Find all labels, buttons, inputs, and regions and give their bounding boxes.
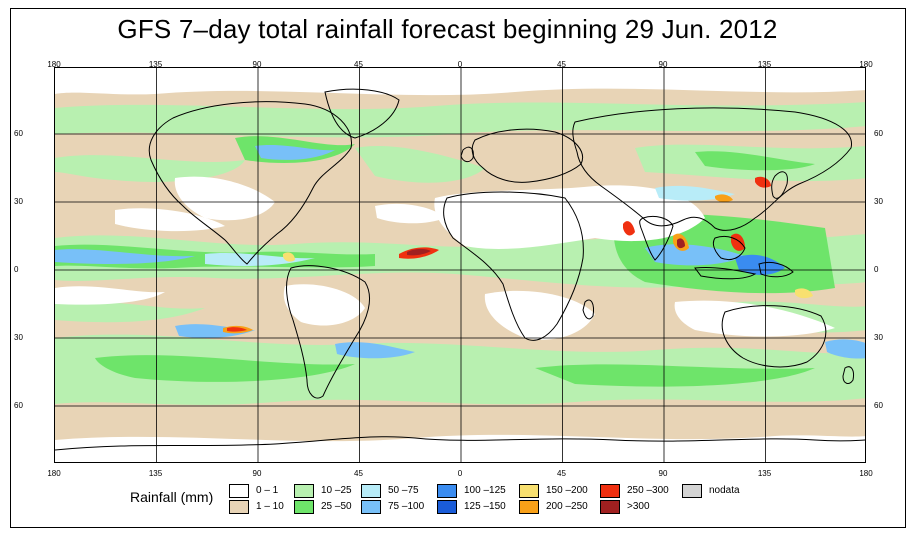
lon-tick-top-0: 180 bbox=[47, 60, 61, 69]
lat-tick-left-60n: 60 bbox=[14, 129, 23, 138]
legend-swatch-75-100 bbox=[361, 500, 381, 514]
legend-swatch-250-300 bbox=[600, 484, 620, 498]
lon-tick-bottom-7: 135 bbox=[757, 469, 772, 478]
lat-tick-right-60n: 60 bbox=[874, 129, 883, 138]
legend-swatch-nodata bbox=[682, 484, 702, 498]
lat-tick-left-30n: 30 bbox=[14, 197, 23, 206]
lon-tick-top-5: 45 bbox=[557, 60, 566, 69]
graticule bbox=[55, 68, 865, 462]
legend-swatch-10-25 bbox=[294, 484, 314, 498]
legend-label-75-100: 75 –100 bbox=[388, 501, 425, 512]
legend-title: Rainfall (mm) bbox=[130, 489, 214, 505]
legend-swatch-1-10 bbox=[229, 500, 249, 514]
lon-tick-top-8: 180 bbox=[859, 60, 873, 69]
rain-150-plus-areas bbox=[223, 176, 813, 334]
lon-tick-bottom-1: 135 bbox=[148, 469, 163, 478]
lat-tick-right-30s: 30 bbox=[874, 333, 883, 342]
rainfall-map-svg bbox=[55, 68, 865, 462]
rain-50-150-areas bbox=[55, 145, 865, 359]
lat-tick-right-30n: 30 bbox=[874, 197, 883, 206]
lat-tick-left-0: 0 bbox=[14, 265, 19, 274]
legend-label-10-25: 10 –25 bbox=[321, 485, 352, 496]
lon-tick-bottom-3: 45 bbox=[354, 469, 363, 478]
lon-tick-bottom-0: 180 bbox=[47, 469, 61, 478]
legend-label-250-300: 250 –300 bbox=[627, 485, 669, 496]
legend-label-150-200: 150 –200 bbox=[546, 485, 588, 496]
legend-swatch-100-125 bbox=[437, 484, 457, 498]
lat-tick-right-60s: 60 bbox=[874, 401, 883, 410]
legend-label-1-10: 1 – 10 bbox=[256, 501, 284, 512]
lon-tick-bottom-8: 180 bbox=[859, 469, 873, 478]
lon-tick-bottom-6: 90 bbox=[658, 469, 668, 478]
lon-tick-top-3: 45 bbox=[354, 60, 363, 69]
legend-label-50-75: 50 –75 bbox=[388, 485, 419, 496]
lon-tick-top-4: 0 bbox=[457, 60, 463, 69]
lat-tick-left-30s: 30 bbox=[14, 333, 23, 342]
rain-0-1-areas bbox=[55, 68, 865, 462]
legend-label-125-150: 125 –150 bbox=[464, 501, 506, 512]
legend-label-100-125: 100 –125 bbox=[464, 485, 506, 496]
lon-tick-bottom-2: 90 bbox=[252, 469, 262, 478]
lon-tick-bottom-4: 0 bbox=[457, 469, 463, 478]
lon-tick-top-1: 135 bbox=[148, 60, 163, 69]
legend-label-nodata: nodata bbox=[709, 485, 740, 496]
rainfall-map[interactable] bbox=[54, 67, 866, 463]
legend-label-over-300: >300 bbox=[627, 501, 650, 512]
legend-label-25-50: 25 –50 bbox=[321, 501, 352, 512]
lon-tick-top-7: 135 bbox=[757, 60, 772, 69]
legend-swatch-200-250 bbox=[519, 500, 539, 514]
map-title: GFS 7–day total rainfall forecast beginn… bbox=[117, 14, 778, 44]
legend-swatch-over-300 bbox=[600, 500, 620, 514]
rain-10-50-areas bbox=[55, 102, 865, 405]
legend-swatch-25-50 bbox=[294, 500, 314, 514]
legend-swatch-0-1 bbox=[229, 484, 249, 498]
legend-swatch-50-75 bbox=[361, 484, 381, 498]
figure-frame bbox=[10, 8, 906, 528]
lon-tick-top-6: 90 bbox=[658, 60, 668, 69]
lon-tick-bottom-5: 45 bbox=[557, 469, 566, 478]
legend-swatch-125-150 bbox=[437, 500, 457, 514]
lon-tick-top-2: 90 bbox=[252, 60, 262, 69]
lat-tick-right-0: 0 bbox=[874, 265, 879, 274]
legend-label-0-1: 0 – 1 bbox=[256, 485, 279, 496]
lat-tick-left-60s: 60 bbox=[14, 401, 23, 410]
legend-swatch-150-200 bbox=[519, 484, 539, 498]
coastlines bbox=[55, 88, 865, 451]
legend-label-200-250: 200 –250 bbox=[546, 501, 588, 512]
